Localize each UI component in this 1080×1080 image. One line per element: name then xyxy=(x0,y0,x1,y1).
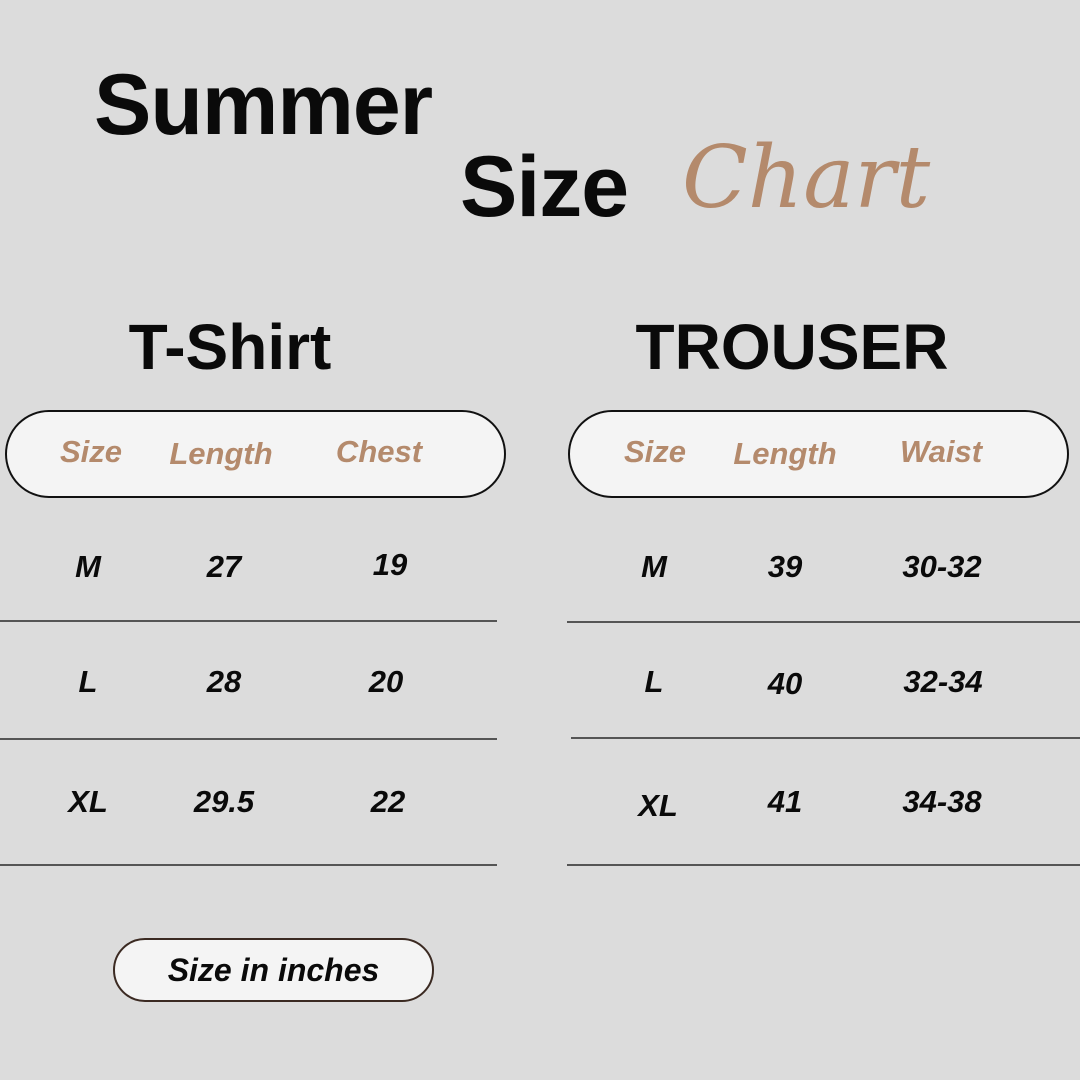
title-summer: Summer xyxy=(94,57,433,153)
tshirt-cell: 28 xyxy=(206,664,242,699)
trouser-cell: 41 xyxy=(767,784,803,819)
trouser-header-pill xyxy=(568,410,1069,498)
tshirt-cell: M xyxy=(75,549,101,584)
trouser-col-waist: Waist xyxy=(899,434,983,469)
trouser-cell: 40 xyxy=(767,666,803,701)
row-divider xyxy=(0,738,497,740)
row-divider xyxy=(567,864,1080,866)
trouser-heading: TROUSER xyxy=(635,311,949,383)
row-divider xyxy=(0,620,497,622)
tshirt-col-size: Size xyxy=(59,434,123,469)
trouser-cell: 32-34 xyxy=(903,664,983,699)
tshirt-header-pill xyxy=(5,410,506,498)
tshirt-cell: 29.5 xyxy=(193,784,255,819)
row-divider xyxy=(0,864,497,866)
trouser-cell: L xyxy=(644,664,664,699)
tshirt-cell: 20 xyxy=(368,664,404,699)
trouser-cell: 30-32 xyxy=(902,549,982,584)
trouser-col-length: Length xyxy=(733,436,837,471)
tshirt-heading: T-Shirt xyxy=(128,311,332,383)
tshirt-cell: 19 xyxy=(372,547,408,582)
tshirt-cell: 22 xyxy=(370,784,406,819)
trouser-cell: XL xyxy=(638,788,678,823)
trouser-cell: 34-38 xyxy=(902,784,982,819)
tshirt-col-length: Length xyxy=(169,436,273,471)
tshirt-col-chest: Chest xyxy=(335,434,423,469)
size-unit-note: Size in inches xyxy=(113,938,434,1002)
tshirt-cell: XL xyxy=(68,784,108,819)
row-divider xyxy=(571,737,1080,739)
trouser-col-size: Size xyxy=(623,434,687,469)
title-chart-script: Chart xyxy=(682,128,931,228)
tshirt-cell: L xyxy=(78,664,98,699)
trouser-cell: 39 xyxy=(767,549,803,584)
title-size: Size xyxy=(460,139,629,235)
row-divider xyxy=(567,621,1080,623)
tshirt-cell: 27 xyxy=(206,549,242,584)
trouser-cell: M xyxy=(641,549,667,584)
